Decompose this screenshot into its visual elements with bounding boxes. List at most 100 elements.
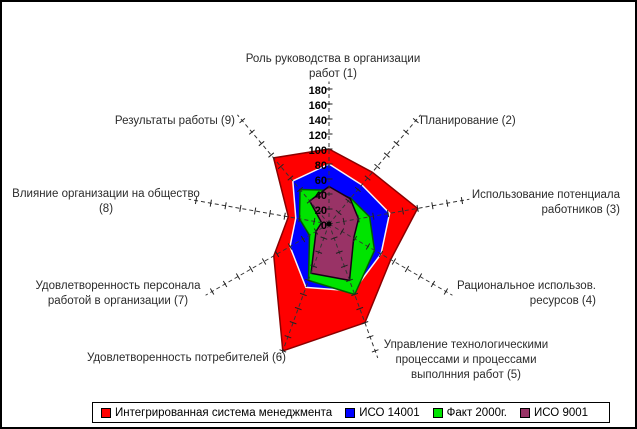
axis-tick-mark: [383, 152, 390, 158]
axis-tick-mark: [365, 243, 371, 250]
legend-label: Интегрированная система менеджмента: [115, 406, 333, 419]
axis-label-1: Роль руководства в организации работ (1): [245, 53, 421, 80]
axis-spoke-6: [279, 223, 330, 359]
axis-tick-mark: [239, 204, 242, 212]
axis-tick-mark: [366, 335, 374, 339]
axis-tick-mark: [306, 198, 313, 204]
axis-tick-mark: [289, 321, 297, 325]
axis-tick-mark: [222, 280, 228, 288]
axis-tick-mark: [224, 202, 227, 210]
axis-tick-mark: [258, 140, 265, 147]
radial-tick-label: 20: [314, 205, 327, 217]
legend-label: ИСО 14001: [359, 406, 420, 419]
axis-spoke-7: [205, 223, 330, 296]
axis-spoke-8: [188, 198, 330, 225]
axis-tick-mark: [354, 186, 361, 193]
axis-tick-mark: [298, 215, 301, 223]
axis-tick-mark: [287, 175, 294, 181]
axis-tick-mark: [287, 243, 293, 250]
axis-tick-mark: [335, 250, 343, 254]
axis-tick-mark: [403, 129, 410, 135]
axis-tick-mark: [356, 306, 364, 311]
axis-tick-mark: [446, 199, 449, 207]
axis-spoke-2: [328, 114, 421, 225]
axis-label-9: Результаты работы (9): [114, 115, 235, 127]
axis-label-5: Управление технологическими процессами и…: [383, 339, 549, 381]
axis-tick-mark: [209, 199, 212, 207]
radial-tick-label: 80: [314, 160, 327, 172]
radial-tick-label: 140: [308, 115, 327, 127]
axis-tick-mark: [274, 250, 280, 258]
legend: Интегрированная система менеджмента ИСО …: [92, 402, 610, 423]
axis-tick-mark: [443, 288, 449, 295]
axis-tick-mark: [404, 265, 410, 273]
axis-tick-mark: [268, 152, 275, 158]
radial-tick-label: 120: [308, 130, 327, 142]
radial-tick-label: 100: [308, 145, 327, 157]
axis-tick-mark: [386, 210, 390, 218]
axis-spoke-3: [328, 198, 470, 225]
axis-tick-mark: [364, 175, 371, 181]
axis-label-8: Влияние организации на общество (8): [12, 188, 200, 215]
axis-tick-mark: [393, 140, 400, 147]
axis-tick-mark: [460, 197, 464, 205]
axis-tick-mark: [335, 209, 342, 216]
radial-tick-label: 40: [314, 190, 327, 202]
axis-tick-mark: [254, 207, 257, 215]
axis-tick-mark: [268, 210, 272, 218]
axis-spoke-4: [328, 223, 453, 296]
axis-tick-mark: [330, 236, 338, 240]
axis-tick-mark: [346, 278, 353, 283]
axis-spoke-5: [328, 223, 379, 359]
axis-tick-mark: [342, 217, 345, 225]
axis-tick-mark: [299, 292, 307, 297]
axis-tick-mark: [248, 265, 254, 273]
legend-swatch-blue: [345, 407, 356, 418]
axis-tick-mark: [239, 117, 246, 124]
axis-tick-mark: [391, 258, 397, 265]
axis-tick-mark: [300, 235, 306, 243]
axis-label-7: Удовлетворенность персонала работой в ор…: [35, 280, 201, 307]
radial-tick-label: 180: [308, 85, 327, 97]
legend-swatch-green: [432, 407, 443, 418]
axis-tick-mark: [345, 198, 352, 204]
axis-tick-mark: [283, 212, 286, 220]
axis-tick-mark: [261, 258, 267, 265]
axis-tick-mark: [277, 163, 284, 170]
axis-label-4: Рациональное использов. ресурсов (4): [457, 280, 596, 307]
axis-tick-mark: [340, 264, 348, 268]
axis-tick-mark: [279, 349, 287, 353]
center-dot: [326, 221, 332, 227]
axis-tick-mark: [378, 250, 384, 258]
axis-tick-mark: [310, 264, 318, 268]
axis-tick-mark: [371, 349, 379, 353]
legend-item: Интегрированная система менеджмента: [101, 407, 332, 419]
axis-tick-mark: [194, 197, 198, 205]
axis-tick-mark: [416, 204, 419, 212]
axis-tick-mark: [361, 321, 369, 325]
axis-tick-mark: [320, 236, 328, 240]
axis-tick-mark: [374, 163, 381, 170]
legend-label: Факт 2000г.: [446, 406, 507, 419]
axis-tick-mark: [352, 235, 358, 243]
axis-tick-mark: [431, 202, 434, 210]
axis-spoke-9: [237, 114, 330, 225]
axis-label-6: Удовлетворенность потребителей (6): [86, 352, 286, 364]
axis-tick-mark: [401, 207, 404, 215]
axis-tick-mark: [294, 306, 302, 311]
legend-item: ИСО 9001: [519, 406, 589, 419]
axis-tick-mark: [313, 228, 319, 235]
axis-tick-mark: [417, 273, 423, 280]
radial-tick-label: 160: [308, 100, 327, 112]
axis-label-3: Использование потенциала работников (3): [471, 189, 620, 216]
legend-swatch-plum: [519, 407, 530, 418]
axis-tick-mark: [248, 129, 255, 135]
legend-label: ИСО 9001: [533, 406, 589, 419]
axis-tick-mark: [351, 292, 359, 297]
legend-item: ИСО 14001: [345, 406, 420, 419]
legend-swatch-red: [101, 407, 111, 418]
axis-tick-mark: [357, 215, 360, 223]
axis-label-2: Планирование (2): [420, 115, 516, 127]
